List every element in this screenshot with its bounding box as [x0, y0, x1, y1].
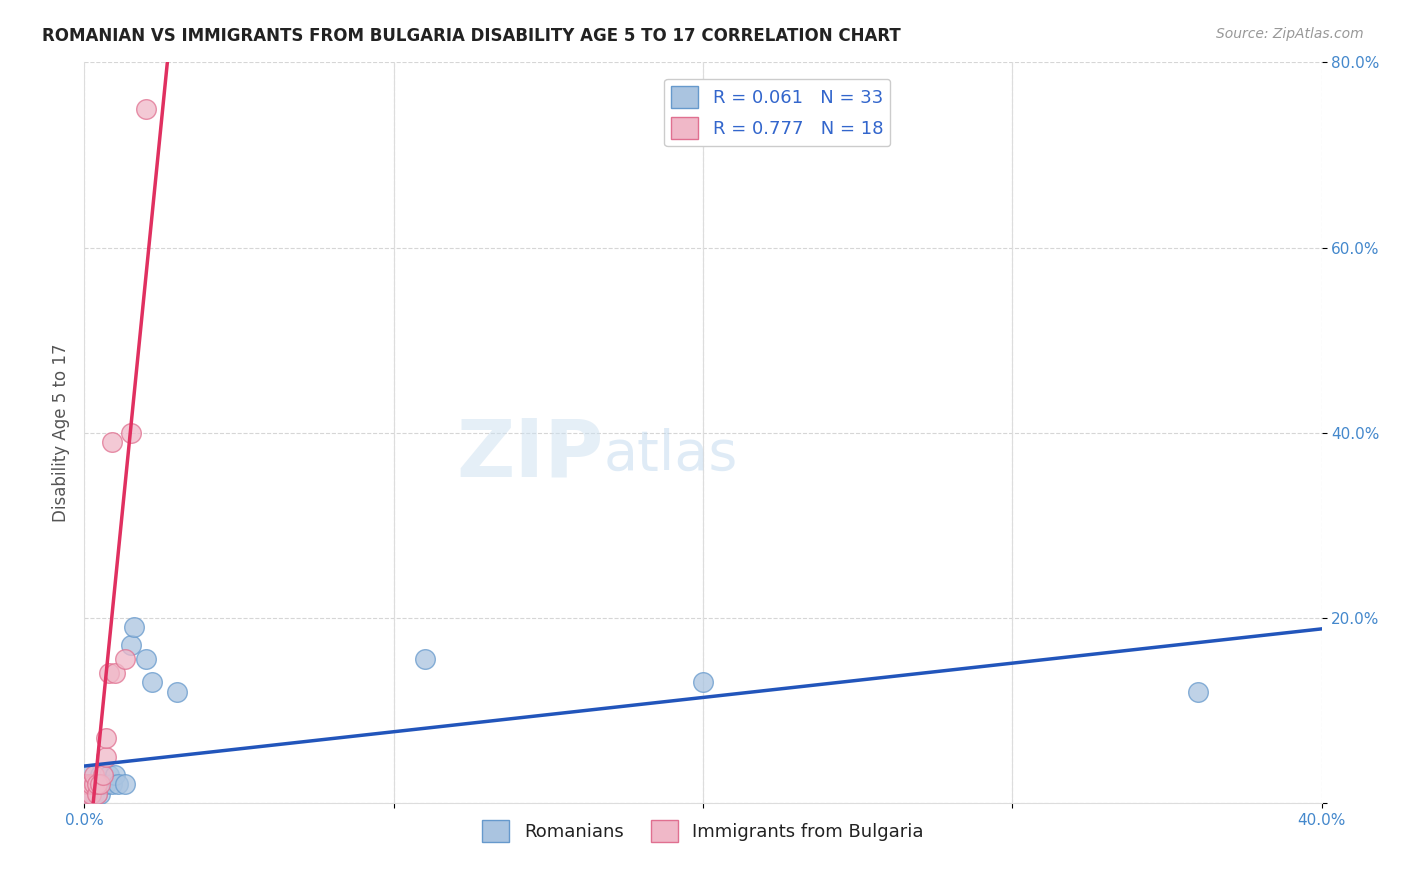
Legend: Romanians, Immigrants from Bulgaria: Romanians, Immigrants from Bulgaria: [475, 813, 931, 849]
Point: [89, 777, 111, 791]
Point: [114, 777, 136, 791]
Point: [83, 787, 105, 801]
Text: ROMANIAN VS IMMIGRANTS FROM BULGARIA DISABILITY AGE 5 TO 17 CORRELATION CHART: ROMANIAN VS IMMIGRANTS FROM BULGARIA DIS…: [42, 27, 901, 45]
Point: [98, 768, 121, 782]
Point: [101, 777, 124, 791]
Point: [98, 666, 121, 681]
Text: ZIP: ZIP: [457, 416, 605, 494]
Point: [76, 768, 98, 782]
Point: [114, 652, 136, 666]
Point: [79, 777, 101, 791]
Point: [104, 768, 127, 782]
Point: [79, 777, 101, 791]
Point: [76, 787, 98, 801]
Point: [79, 787, 101, 801]
Point: [1187, 685, 1209, 699]
Point: [91, 777, 114, 791]
Point: [94, 731, 117, 745]
Point: [120, 425, 142, 440]
Point: [79, 787, 101, 801]
Point: [76, 777, 98, 791]
Point: [76, 787, 98, 801]
Point: [89, 777, 111, 791]
Point: [79, 787, 101, 801]
Point: [83, 787, 105, 801]
Point: [107, 777, 129, 791]
Point: [83, 777, 105, 791]
Point: [135, 102, 157, 116]
Point: [83, 768, 105, 782]
Point: [122, 620, 145, 634]
Point: [86, 777, 108, 791]
Point: [104, 666, 127, 681]
Point: [166, 685, 188, 699]
Point: [413, 652, 436, 666]
Point: [83, 777, 105, 791]
Point: [120, 639, 142, 653]
Point: [89, 768, 111, 782]
Point: [94, 749, 117, 764]
Point: [89, 787, 111, 801]
Point: [141, 675, 163, 690]
Point: [76, 777, 98, 791]
Point: [86, 777, 108, 791]
Point: [76, 777, 98, 791]
Point: [86, 787, 108, 801]
Point: [94, 777, 117, 791]
Point: [86, 787, 108, 801]
Point: [86, 777, 108, 791]
Point: [83, 777, 105, 791]
Text: atlas: atlas: [605, 428, 738, 482]
Text: Source: ZipAtlas.com: Source: ZipAtlas.com: [1216, 27, 1364, 41]
Point: [692, 675, 714, 690]
Y-axis label: Disability Age 5 to 17: Disability Age 5 to 17: [52, 343, 70, 522]
Point: [135, 652, 157, 666]
Point: [101, 434, 124, 449]
Point: [79, 777, 101, 791]
Point: [91, 768, 114, 782]
